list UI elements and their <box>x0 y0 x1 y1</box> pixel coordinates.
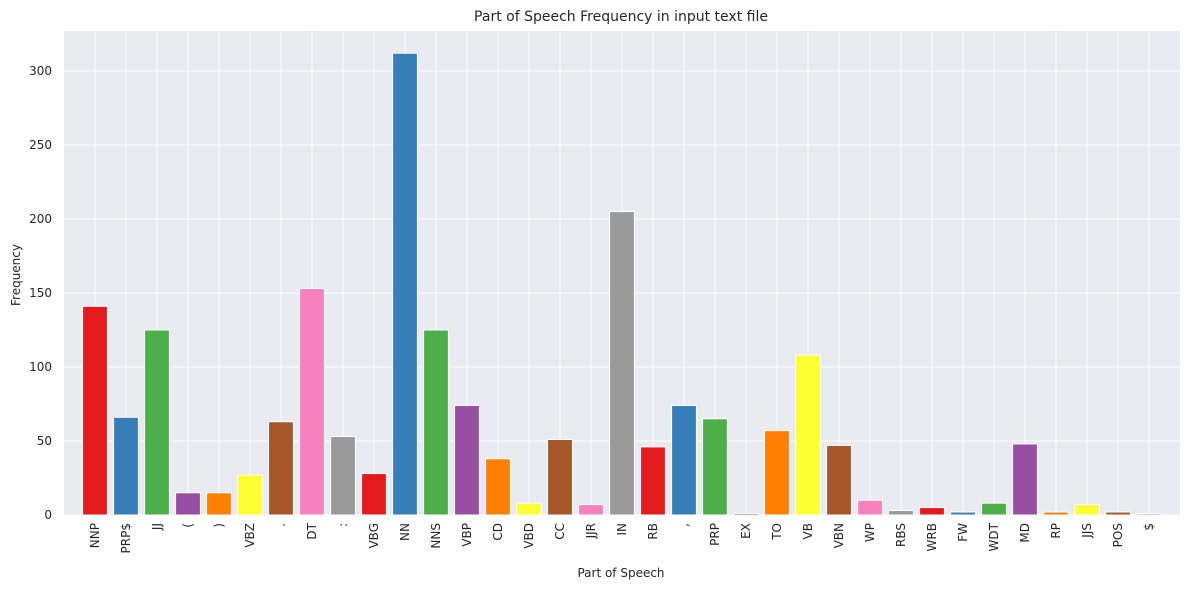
bars <box>82 52 1162 516</box>
x-tick-label: VBG <box>367 523 381 549</box>
x-tick-label: JJR <box>584 523 598 539</box>
bar-12 <box>454 404 480 516</box>
bar-18 <box>640 446 666 516</box>
x-tick-label: VB <box>801 523 815 539</box>
x-tick-label: . <box>274 523 288 527</box>
bar-9 <box>361 473 387 516</box>
bar-8 <box>330 436 356 516</box>
x-tick-label: NNP <box>88 523 102 548</box>
bar-15 <box>547 439 573 516</box>
x-tick-label: FW <box>956 523 970 542</box>
chart-title: Part of Speech Frequency in input text f… <box>474 9 768 25</box>
bar-7 <box>299 288 325 516</box>
x-tick-label: EX <box>739 523 753 539</box>
bar-16 <box>578 504 604 516</box>
y-tick-label: 200 <box>29 212 52 226</box>
x-tick-label: RB <box>646 523 660 540</box>
x-tick-label: WP <box>863 523 877 542</box>
bar-0 <box>82 305 108 516</box>
x-tick-label: NNS <box>429 523 443 549</box>
bar-34 <box>1136 513 1162 516</box>
x-tick-label: , <box>677 523 691 527</box>
bar-24 <box>826 444 852 516</box>
x-tick-label: WRB <box>925 523 939 551</box>
x-axis-ticks: NNP PRP$ JJ() VBZ. DT: VBG NN NNS VBP CD VBD CC JJR I… <box>88 522 1156 553</box>
x-tick-label: VBP <box>460 523 474 547</box>
x-tick-label: : <box>336 523 350 527</box>
x-tick-label: WDT <box>987 522 1001 551</box>
bar-17 <box>609 211 635 516</box>
x-tick-label: $ <box>1142 523 1156 531</box>
y-tick-label: 300 <box>29 64 52 78</box>
x-tick-label: MD <box>1018 523 1032 543</box>
bar-19 <box>671 404 697 516</box>
x-tick-label: DT <box>305 522 319 539</box>
bar-3 <box>175 492 201 516</box>
bar-27 <box>919 507 945 516</box>
y-tick-label: 50 <box>37 434 52 448</box>
bar-4 <box>206 492 232 516</box>
x-tick-label: VBD <box>522 523 536 549</box>
x-tick-label: IN <box>615 523 629 536</box>
x-tick-label: VBN <box>832 523 846 548</box>
bar-20 <box>702 418 728 516</box>
x-tick-label: ( <box>181 523 195 528</box>
bar-1 <box>113 416 139 516</box>
y-tick-label: 100 <box>29 360 52 374</box>
x-tick-label: VBZ <box>243 523 257 548</box>
bar-11 <box>423 329 449 516</box>
x-tick-label: POS <box>1111 523 1125 547</box>
x-tick-label: JJ <box>150 523 164 531</box>
x-axis-label: Part of Speech <box>577 566 664 580</box>
x-tick-label: TO <box>770 523 784 541</box>
x-tick-label: CC <box>553 523 567 540</box>
y-axis-label: Frequency <box>9 244 23 306</box>
bar-29 <box>981 502 1007 516</box>
bar-28 <box>950 511 976 516</box>
x-tick-label: NN <box>398 523 412 541</box>
y-axis-ticks: 0 50 100 150 200 250 300 <box>29 64 52 522</box>
x-tick-label: CD <box>491 523 505 541</box>
x-tick-label: PRP <box>708 523 722 546</box>
bar-33 <box>1105 511 1131 516</box>
x-tick-label: RBS <box>894 523 908 547</box>
bar-2 <box>144 329 170 516</box>
y-tick-label: 0 <box>44 508 52 522</box>
bar-32 <box>1074 504 1100 516</box>
bar-10 <box>392 52 418 516</box>
y-tick-label: 150 <box>29 286 52 300</box>
bar-13 <box>485 458 511 516</box>
bar-23 <box>795 354 821 516</box>
bar-31 <box>1043 511 1069 516</box>
bar-5 <box>237 474 263 516</box>
x-tick-label: JJS <box>1080 523 1094 539</box>
bar-26 <box>888 510 914 516</box>
bar-22 <box>764 430 790 516</box>
bar-6 <box>268 421 294 516</box>
x-tick-label: ) <box>212 523 226 528</box>
bar-25 <box>857 499 883 516</box>
x-tick-label: RP <box>1049 523 1063 539</box>
bar-14 <box>516 502 542 516</box>
bar-21 <box>733 513 759 516</box>
x-tick-label: PRP$ <box>119 523 133 553</box>
bar-30 <box>1012 443 1038 516</box>
y-tick-label: 250 <box>29 138 52 152</box>
